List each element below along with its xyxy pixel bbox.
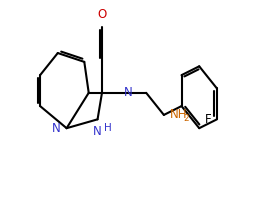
Text: 2: 2 [183, 114, 189, 123]
Text: O: O [97, 8, 107, 21]
Text: N: N [93, 125, 102, 138]
Text: NH: NH [169, 109, 187, 121]
Text: N: N [124, 86, 133, 99]
Text: H: H [104, 123, 112, 133]
Text: N: N [52, 122, 61, 135]
Text: F: F [205, 113, 211, 126]
